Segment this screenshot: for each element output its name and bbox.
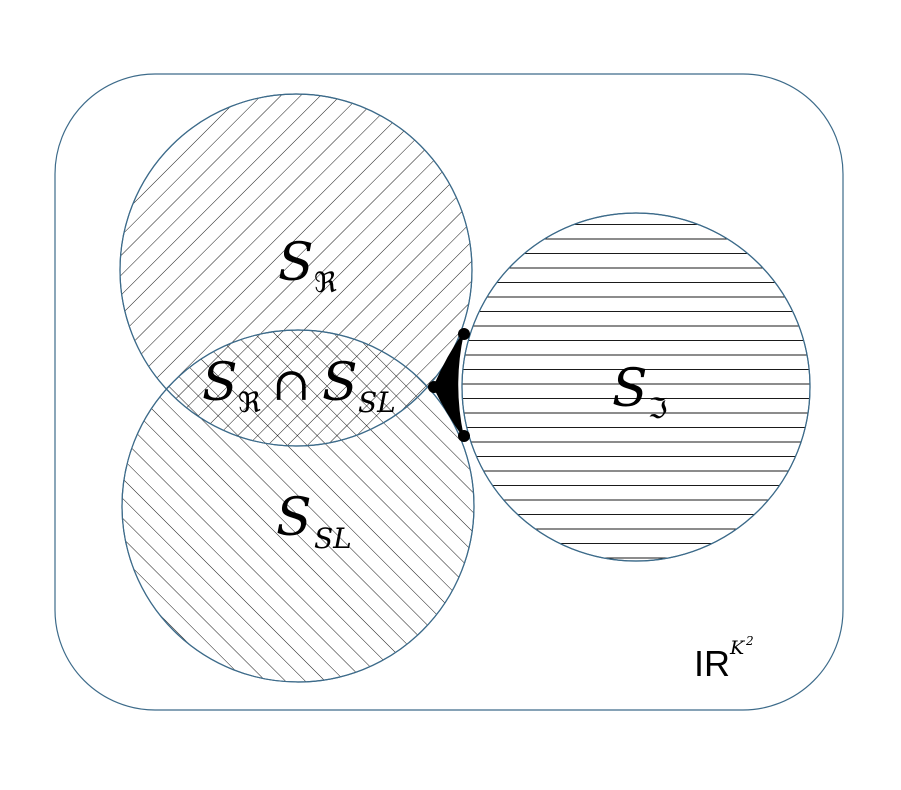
svg-text:S: S xyxy=(278,233,314,293)
label-s-real: S ℜ xyxy=(278,233,337,299)
gap-vertex-left xyxy=(428,381,440,393)
label-s-sl: S SL xyxy=(276,488,352,555)
gap-vertex-bottom xyxy=(458,430,470,442)
label-s-intersection: S ℜ ∩ S SL xyxy=(202,353,396,419)
svg-text:S: S xyxy=(276,488,312,548)
svg-text:∩: ∩ xyxy=(272,357,311,411)
svg-text:S: S xyxy=(612,359,648,419)
svg-text:2: 2 xyxy=(745,634,754,648)
label-s-imag: S ℑ xyxy=(612,359,668,425)
svg-text:SL: SL xyxy=(314,522,352,555)
svg-text:S: S xyxy=(322,353,358,413)
label-space: IR K 2 xyxy=(694,634,754,684)
svg-text:ℜ: ℜ xyxy=(314,266,337,299)
gap-vertex-top xyxy=(458,328,470,340)
svg-text:IR: IR xyxy=(694,643,730,684)
gap-region xyxy=(433,333,464,437)
svg-text:K: K xyxy=(729,637,746,659)
svg-text:SL: SL xyxy=(358,386,396,419)
svg-text:ℑ: ℑ xyxy=(648,392,668,425)
svg-text:ℜ: ℜ xyxy=(238,386,261,419)
svg-text:S: S xyxy=(202,353,238,413)
